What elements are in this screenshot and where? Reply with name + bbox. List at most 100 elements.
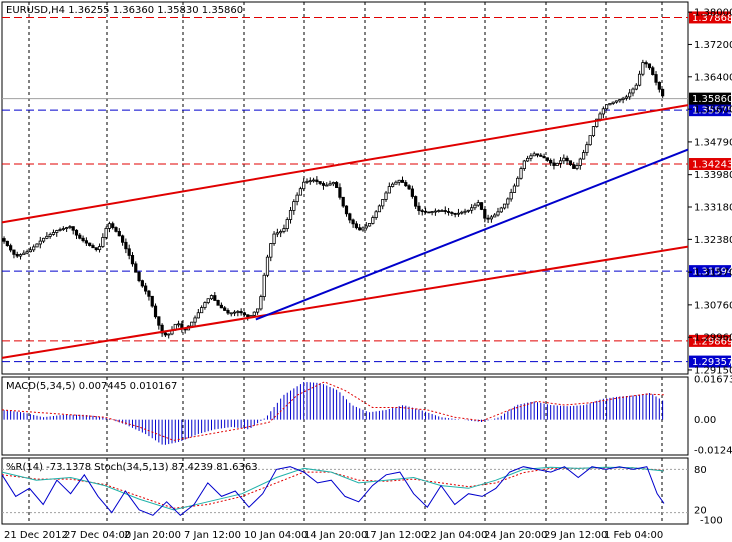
candle-body bbox=[226, 310, 230, 314]
candle-body bbox=[206, 298, 210, 303]
candle-body bbox=[81, 237, 85, 242]
candle-body bbox=[361, 227, 365, 231]
candle-body bbox=[315, 179, 319, 182]
candle-body bbox=[246, 314, 250, 318]
level-price-box bbox=[689, 104, 731, 117]
osc-tick-label: 80 bbox=[694, 465, 707, 476]
candle-body bbox=[473, 204, 477, 209]
candle-body bbox=[591, 126, 596, 137]
candle-body bbox=[302, 181, 306, 190]
candle-body bbox=[397, 179, 401, 183]
level-price-box bbox=[689, 11, 731, 24]
candle-body bbox=[611, 101, 615, 104]
candle-body bbox=[628, 92, 632, 98]
level-price-label: 1.35575 bbox=[692, 106, 732, 117]
candle-body bbox=[572, 164, 576, 169]
candle-body bbox=[101, 237, 105, 247]
candle-body bbox=[453, 213, 457, 215]
candle-body bbox=[209, 295, 214, 300]
price-tick-label: 1.31570 bbox=[694, 268, 732, 279]
candle-body bbox=[311, 179, 316, 182]
candle-body bbox=[167, 333, 171, 336]
price-tick-label: 1.30760 bbox=[694, 300, 732, 311]
candle-body bbox=[364, 225, 368, 229]
candle-body bbox=[71, 226, 75, 231]
time-label: 17 Jan 12:00 bbox=[364, 530, 427, 541]
candle-body bbox=[420, 210, 424, 213]
candle-body bbox=[163, 332, 168, 336]
candle-body bbox=[134, 263, 138, 273]
candle-body bbox=[107, 223, 112, 229]
candle-body bbox=[269, 243, 273, 258]
candle-body bbox=[545, 157, 549, 161]
candle-body bbox=[483, 209, 487, 219]
candle-body bbox=[358, 227, 362, 231]
level-price-box bbox=[689, 334, 731, 347]
candle-body bbox=[529, 155, 533, 159]
candle-body bbox=[265, 256, 270, 276]
candle-body bbox=[190, 321, 194, 327]
candle-body bbox=[661, 88, 665, 97]
candle-body bbox=[479, 202, 484, 210]
time-label: 14 Jan 20:00 bbox=[304, 530, 367, 541]
candle-body bbox=[427, 211, 431, 214]
candle-body bbox=[157, 316, 161, 326]
candle-body bbox=[153, 305, 158, 318]
candle-body bbox=[423, 210, 428, 213]
trend-line bbox=[1, 104, 689, 224]
candle-body bbox=[575, 165, 579, 169]
candle-body bbox=[526, 157, 530, 162]
candle-body bbox=[377, 205, 382, 213]
candle-body bbox=[391, 183, 395, 187]
candle-body bbox=[219, 304, 223, 309]
oscillator-header: %R(14) -73.1378 Stoch(34,5,13) 87.4239 8… bbox=[6, 462, 258, 473]
candle-body bbox=[262, 274, 266, 298]
candle-body bbox=[38, 240, 42, 245]
candle-body bbox=[489, 216, 493, 220]
candle-body bbox=[94, 247, 98, 251]
candle-body bbox=[437, 210, 441, 212]
trend-lines bbox=[1, 104, 689, 359]
candle-body bbox=[509, 192, 513, 200]
candle-body bbox=[588, 135, 592, 146]
candle-body bbox=[493, 214, 497, 218]
candle-body bbox=[65, 227, 69, 229]
candle-body bbox=[506, 198, 510, 205]
candle-body bbox=[321, 183, 326, 186]
candle-body bbox=[512, 185, 517, 193]
candle-body bbox=[232, 311, 237, 314]
candle-body bbox=[463, 210, 467, 213]
candle-body bbox=[55, 230, 59, 233]
oscillator-indicator bbox=[1, 466, 688, 516]
candle-body bbox=[407, 185, 411, 190]
candle-body bbox=[140, 280, 144, 287]
level-price-box bbox=[689, 158, 731, 171]
candle-body bbox=[456, 212, 461, 215]
price-tick-label: 1.33980 bbox=[694, 170, 732, 181]
candle-body bbox=[417, 205, 421, 212]
candle-body bbox=[328, 183, 332, 186]
candle-body bbox=[252, 311, 256, 316]
candle-body bbox=[58, 229, 62, 231]
candle-body bbox=[203, 302, 207, 308]
candle-body bbox=[193, 317, 197, 323]
oscillator-pane bbox=[1, 457, 689, 525]
candle-body bbox=[446, 211, 451, 213]
vertical-grid bbox=[28, 2, 663, 524]
candle-body bbox=[196, 312, 200, 319]
candle-body bbox=[84, 240, 88, 244]
candle-body bbox=[74, 229, 79, 236]
candle-body bbox=[608, 103, 612, 106]
symbol-header: EURUSD,H4 1.36255 1.36360 1.35830 1.3586… bbox=[6, 5, 243, 16]
candle-body bbox=[565, 157, 569, 162]
time-label: 24 Jan 20:00 bbox=[484, 530, 547, 541]
candle-body bbox=[285, 219, 289, 229]
candle-body bbox=[239, 311, 243, 314]
candle-body bbox=[605, 104, 609, 110]
candle-body bbox=[295, 194, 299, 203]
candle-body bbox=[502, 203, 507, 209]
candle-body bbox=[12, 249, 16, 255]
candle-body bbox=[124, 241, 128, 250]
candle-body bbox=[466, 209, 470, 212]
candle-body bbox=[127, 248, 131, 256]
